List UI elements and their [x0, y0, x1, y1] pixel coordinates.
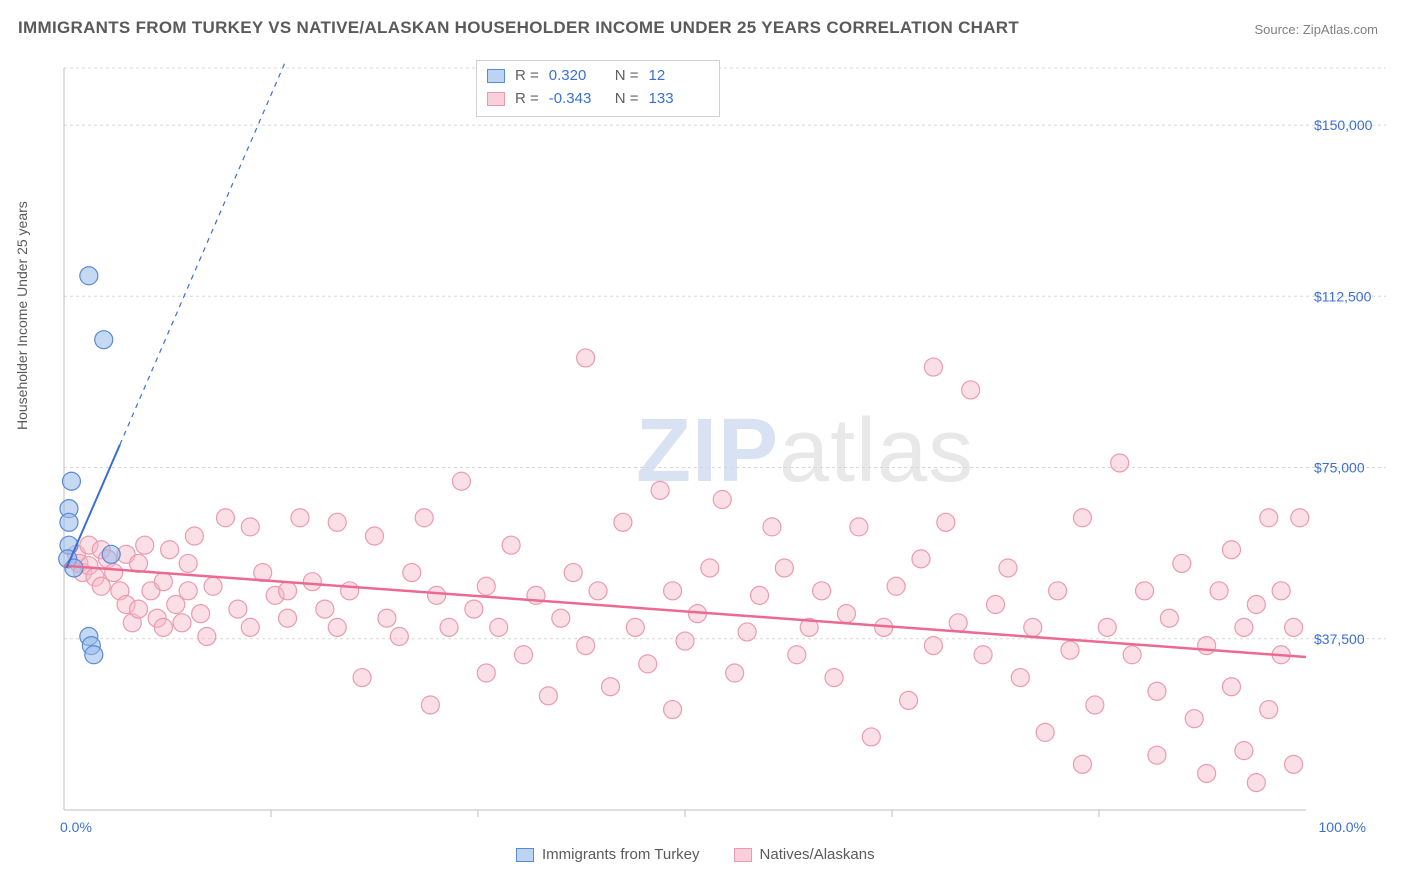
r-label: R =	[515, 65, 539, 88]
legend-item-1: Immigrants from Turkey	[516, 846, 700, 863]
svg-text:100.0%: 100.0%	[1319, 819, 1366, 835]
legend: Immigrants from Turkey Natives/Alaskans	[516, 846, 875, 863]
stats-row-series1: R = 0.320 N = 12	[487, 65, 705, 88]
n-value-1: 12	[649, 65, 705, 88]
r-value-2: -0.343	[549, 88, 605, 111]
svg-text:$150,000: $150,000	[1314, 117, 1373, 133]
scatter-plot: $37,500 $75,000 $112,500 $150,000 0.0% 100.0%	[56, 60, 1386, 840]
legend-label-2: Natives/Alaskans	[760, 846, 875, 863]
correlation-stats-box: R = 0.320 N = 12 R = -0.343 N = 133	[476, 60, 720, 117]
swatch-blue-icon	[516, 848, 534, 862]
chart-title: IMMIGRANTS FROM TURKEY VS NATIVE/ALASKAN…	[18, 18, 1019, 38]
n-value-2: 133	[649, 88, 705, 111]
swatch-pink-icon	[734, 848, 752, 862]
stats-row-series2: R = -0.343 N = 133	[487, 88, 705, 111]
chart-area: ZIPatlas $37,500$75,000$112,500$150,0000…	[56, 60, 1386, 840]
svg-text:0.0%: 0.0%	[60, 819, 92, 835]
n-label: N =	[615, 65, 639, 88]
r-value-1: 0.320	[549, 65, 605, 88]
y-axis-label: Householder Income Under 25 years	[14, 201, 30, 430]
svg-text:$112,500: $112,500	[1314, 288, 1372, 304]
svg-text:$37,500: $37,500	[1314, 631, 1365, 647]
source-attribution: Source: ZipAtlas.com	[1254, 22, 1378, 37]
n-label: N =	[615, 88, 639, 111]
r-label: R =	[515, 88, 539, 111]
svg-text:$75,000: $75,000	[1314, 460, 1365, 476]
legend-item-2: Natives/Alaskans	[734, 846, 875, 863]
swatch-pink-icon	[487, 92, 505, 106]
legend-label-1: Immigrants from Turkey	[542, 846, 700, 863]
swatch-blue-icon	[487, 69, 505, 83]
